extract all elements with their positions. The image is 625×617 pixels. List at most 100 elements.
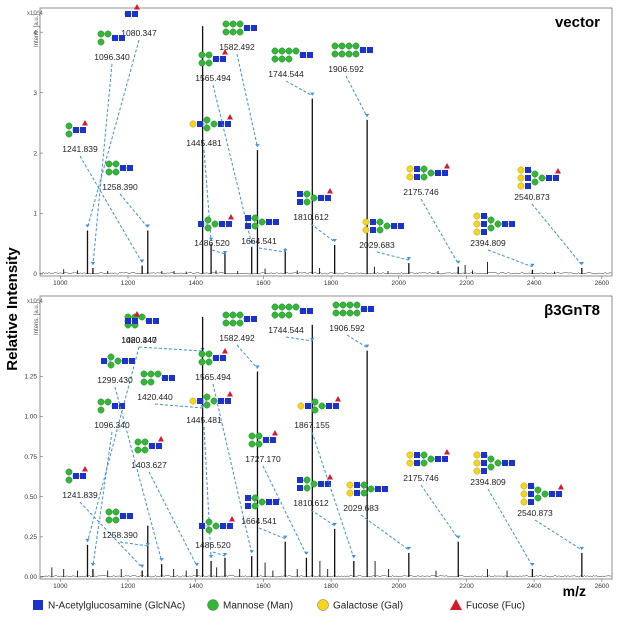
spectrum-baseline: [39, 272, 612, 275]
mannose-icon: [198, 350, 206, 358]
plot-frame: [39, 7, 613, 277]
glcnac-icon: [127, 165, 133, 171]
mannose-icon: [107, 361, 115, 369]
mannose-icon: [105, 508, 113, 516]
fucose-icon: [222, 49, 228, 55]
fucose-icon: [82, 120, 88, 126]
glcnac-icon: [225, 121, 231, 127]
glcnac-icon: [325, 195, 331, 201]
peak-label: 1258.390: [102, 530, 138, 540]
mannose-icon: [376, 218, 384, 226]
y-exponent-label: x10^4: [27, 11, 43, 17]
fucose-icon: [82, 466, 88, 472]
mannose-icon: [338, 42, 346, 50]
glcnac-icon: [199, 523, 205, 529]
mannose-icon: [487, 216, 495, 224]
mannose-icon: [303, 476, 311, 484]
fucose-icon: [227, 391, 233, 397]
galactose-icon: [473, 212, 481, 220]
mannose-icon: [251, 214, 259, 222]
mannose-icon: [487, 455, 495, 463]
glcnac-icon: [549, 491, 555, 497]
glycan-structure-2394.809: [473, 212, 515, 236]
galactose-icon: [406, 165, 414, 173]
connector-arrowhead: [222, 251, 228, 254]
legend-fucose-icon: [450, 599, 462, 610]
x-tick-label: 1800: [324, 583, 339, 590]
connector-arrowhead: [139, 564, 145, 568]
galactose-icon: [473, 228, 481, 236]
mannose-icon: [339, 309, 347, 317]
peak-connector: [87, 39, 140, 228]
glcnac-icon: [481, 229, 487, 235]
glcnac-icon: [354, 490, 360, 496]
y-exponent-label: x10^4: [27, 299, 43, 305]
galactose-icon: [473, 220, 481, 228]
peak-connector: [236, 344, 258, 369]
mannose-icon: [331, 50, 339, 58]
mannose-icon: [292, 47, 300, 55]
y-axis-title: Relative Intensity: [4, 247, 21, 371]
mannose-icon: [345, 50, 353, 58]
x-tick-label: 2400: [527, 280, 542, 287]
glcnac-icon: [80, 127, 86, 133]
galactose-icon: [406, 173, 414, 181]
peak-label: 1867.155: [294, 420, 330, 430]
mannose-icon: [141, 438, 149, 446]
fucose-icon: [272, 430, 278, 436]
peak-label: 1565.494: [195, 372, 231, 382]
connector-arrowhead: [90, 562, 96, 566]
peak-label: 1727.170: [245, 454, 281, 464]
connector-arrowhead: [332, 238, 337, 242]
glycan-structure-2540.873: [517, 166, 561, 190]
mannose-icon: [104, 398, 112, 406]
y-tick-label: 0: [33, 271, 37, 278]
glycan-structure-1241.839: [65, 466, 88, 484]
connector-arrowhead: [255, 365, 260, 369]
mannose-icon: [310, 194, 318, 202]
mannose-icon: [346, 301, 354, 309]
glcnac-icon: [263, 437, 269, 443]
peak-label: 2394.809: [470, 238, 506, 248]
peak-connector: [212, 551, 226, 557]
mannose-icon: [140, 370, 148, 378]
glcnac-icon: [502, 221, 508, 227]
glycan-structure-1810.612: [297, 188, 333, 206]
mannose-icon: [205, 358, 213, 366]
glycan-structure-2029.683: [362, 218, 404, 234]
peak-label: 1299.430: [97, 375, 133, 385]
peak-label: 1664.541: [241, 236, 277, 246]
mannose-icon: [198, 59, 206, 67]
mannose-icon: [248, 440, 256, 448]
glcnac-icon: [546, 175, 552, 181]
fucose-icon: [335, 396, 341, 402]
glcnac-icon: [169, 375, 175, 381]
mannose-icon: [285, 303, 293, 311]
glcnac-icon: [73, 127, 79, 133]
mannose-icon: [346, 309, 354, 317]
mannose-icon: [229, 311, 237, 319]
glcnac-icon: [318, 195, 324, 201]
glcnac-icon: [220, 355, 226, 361]
glcnac-icon: [297, 199, 303, 205]
glcnac-icon: [354, 482, 360, 488]
glcnac-icon: [391, 223, 397, 229]
legend-label: Fucose (Fuc): [466, 601, 525, 612]
mannose-icon: [310, 480, 318, 488]
mannose-icon: [367, 485, 375, 493]
glycan-structure-2394.809: [473, 451, 515, 475]
mannose-icon: [65, 130, 73, 138]
glcnac-icon: [435, 170, 441, 176]
glcnac-icon: [132, 318, 138, 324]
glcnac-icon: [414, 452, 420, 458]
glcnac-icon: [307, 308, 313, 314]
mannose-icon: [494, 220, 502, 228]
mannose-icon: [204, 224, 212, 232]
glcnac-icon: [245, 503, 251, 509]
mannose-icon: [203, 401, 211, 409]
glcnac-icon: [435, 456, 441, 462]
mannose-icon: [318, 402, 326, 410]
mannose-icon: [278, 55, 286, 63]
galactose-icon: [517, 174, 525, 182]
